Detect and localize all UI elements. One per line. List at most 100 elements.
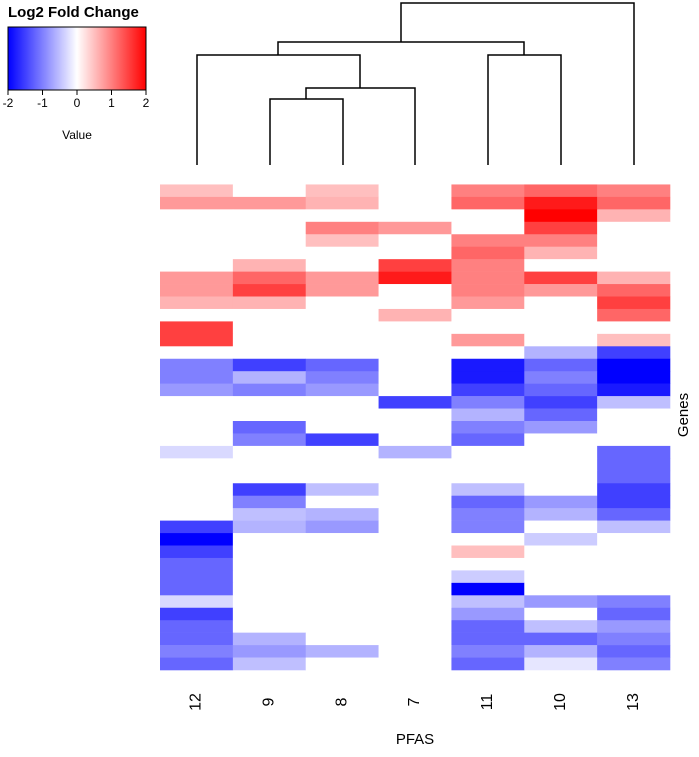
heatmap-cell bbox=[451, 582, 525, 596]
key-tick-label: 1 bbox=[108, 96, 115, 110]
heatmap-cell bbox=[160, 520, 234, 534]
heatmap-cell bbox=[305, 533, 379, 546]
heatmap-cell bbox=[378, 421, 452, 434]
heatmap-cell bbox=[378, 557, 452, 571]
heatmap-cell bbox=[524, 371, 598, 384]
heatmap-cell bbox=[378, 433, 452, 447]
heatmap-cell bbox=[524, 246, 598, 260]
heatmap-cell bbox=[597, 396, 671, 409]
heatmap-cell bbox=[451, 358, 525, 372]
color-key bbox=[7, 26, 147, 91]
heatmap-cell bbox=[378, 346, 452, 360]
heatmap-cell bbox=[524, 221, 598, 235]
heatmap-cell bbox=[524, 284, 598, 297]
heatmap-cell bbox=[597, 184, 671, 198]
heatmap-cell bbox=[160, 421, 234, 434]
heatmap-cell bbox=[597, 508, 671, 521]
heatmap-cell bbox=[597, 321, 671, 335]
heatmap-cell bbox=[597, 620, 671, 633]
heatmap-cell bbox=[524, 458, 598, 472]
heatmap-cell bbox=[524, 483, 598, 496]
heatmap-cell bbox=[597, 533, 671, 546]
heatmap-cell bbox=[524, 196, 598, 210]
heatmap-cell bbox=[378, 620, 452, 633]
heatmap-cell bbox=[305, 632, 379, 646]
heatmap-cell bbox=[451, 396, 525, 409]
heatmap-cell bbox=[378, 221, 452, 235]
heatmap-cell bbox=[160, 458, 234, 472]
heatmap-cell bbox=[524, 358, 598, 372]
heatmap-cell bbox=[451, 346, 525, 360]
heatmap-cell bbox=[160, 196, 234, 210]
key-label: Value bbox=[62, 128, 92, 142]
heatmap-cell bbox=[451, 234, 525, 247]
heatmap-cell bbox=[160, 582, 234, 596]
heatmap-cell bbox=[597, 570, 671, 584]
heatmap-cell bbox=[305, 470, 379, 484]
heatmap-cell bbox=[378, 358, 452, 372]
heatmap-cell bbox=[305, 645, 379, 658]
heatmap-cell bbox=[451, 221, 525, 235]
heatmap-cell bbox=[524, 570, 598, 584]
heatmap-cell bbox=[451, 632, 525, 646]
heatmap-cell bbox=[597, 172, 671, 185]
heatmap-cell bbox=[451, 570, 525, 584]
heatmap-cell bbox=[160, 358, 234, 372]
heatmap-cell bbox=[524, 645, 598, 658]
heatmap-cell bbox=[524, 595, 598, 609]
heatmap-cell bbox=[524, 296, 598, 310]
heatmap-cell bbox=[232, 271, 307, 285]
heatmap-cell bbox=[524, 632, 598, 646]
heatmap-cell bbox=[597, 271, 671, 285]
heatmap-cell bbox=[305, 520, 379, 534]
heatmap-cell bbox=[305, 172, 379, 185]
heatmap-cell bbox=[305, 396, 379, 409]
heatmap-cell bbox=[160, 632, 234, 646]
heatmap-cell bbox=[232, 595, 307, 609]
heatmap-cell bbox=[305, 184, 379, 198]
heatmap-cell bbox=[524, 234, 598, 247]
heatmap-cell bbox=[160, 483, 234, 496]
heatmap-cell bbox=[378, 383, 452, 397]
heatmap-cell bbox=[378, 408, 452, 422]
heatmap-cell bbox=[597, 607, 671, 621]
heatmap-cell bbox=[232, 221, 307, 235]
heatmap-cell bbox=[451, 607, 525, 621]
heatmap-cell bbox=[451, 184, 525, 198]
heatmap-cell bbox=[232, 371, 307, 384]
heatmap-cell bbox=[232, 470, 307, 484]
heatmap-cell bbox=[160, 172, 234, 185]
x-tick-label: 8 bbox=[333, 697, 350, 706]
heatmap-cell bbox=[597, 595, 671, 609]
heatmap-cell bbox=[160, 570, 234, 584]
heatmap-cell bbox=[451, 271, 525, 285]
heatmap-cell bbox=[524, 533, 598, 546]
heatmap-cell bbox=[160, 296, 234, 310]
heatmap-cell bbox=[524, 271, 598, 285]
heatmap-cell bbox=[232, 458, 307, 472]
heatmap-cell bbox=[232, 508, 307, 521]
heatmap-cell bbox=[232, 632, 307, 646]
heatmap-cell bbox=[232, 433, 307, 447]
heatmap-cell bbox=[524, 346, 598, 360]
heatmap-cell bbox=[160, 396, 234, 409]
heatmap-cell bbox=[451, 458, 525, 472]
heatmap-cell bbox=[232, 483, 307, 496]
heatmap-cell bbox=[378, 570, 452, 584]
heatmap-cell bbox=[597, 383, 671, 397]
heatmap-cell bbox=[597, 296, 671, 310]
heatmap-cell bbox=[378, 520, 452, 534]
heatmap-cell bbox=[524, 408, 598, 422]
heatmap-cell bbox=[378, 259, 452, 272]
heatmap-cell bbox=[524, 495, 598, 509]
heatmap-cell bbox=[305, 196, 379, 210]
heatmap-cell bbox=[597, 209, 671, 223]
heatmap-cell bbox=[524, 520, 598, 534]
heatmap-cell bbox=[305, 557, 379, 571]
heatmap-cell bbox=[305, 333, 379, 347]
heatmap-cell bbox=[378, 470, 452, 484]
heatmap-cell bbox=[160, 607, 234, 621]
heatmap-cell bbox=[524, 383, 598, 397]
heatmap-cell bbox=[160, 495, 234, 509]
heatmap-cell bbox=[160, 657, 234, 671]
